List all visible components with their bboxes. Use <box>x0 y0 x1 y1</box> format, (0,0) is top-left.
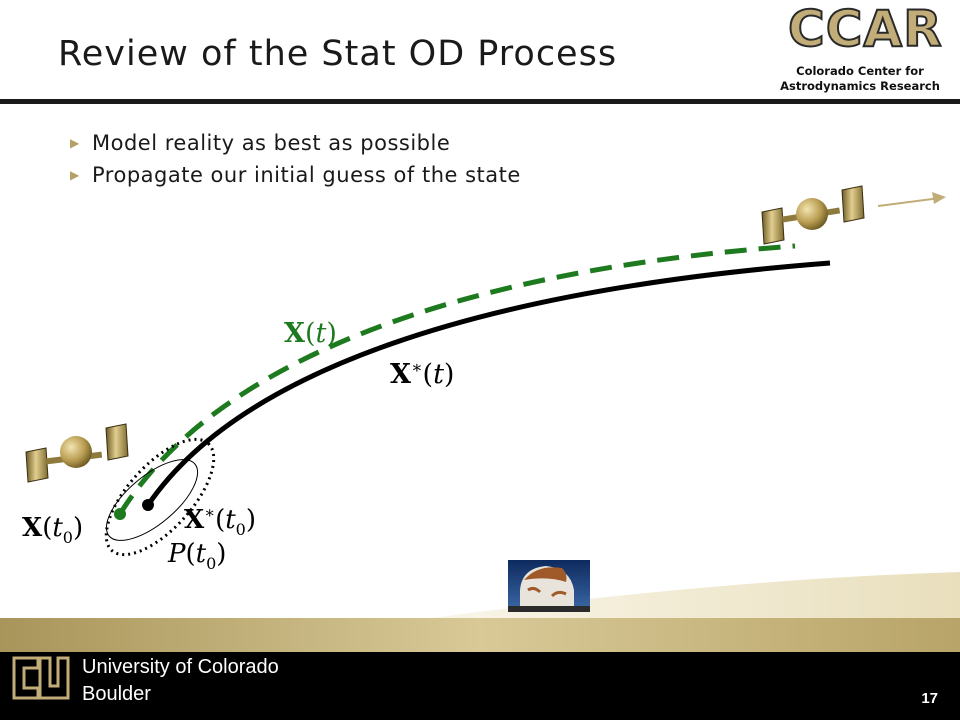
ground-swoosh <box>380 572 960 625</box>
reference-initial-point <box>142 499 154 511</box>
page-number: 17 <box>921 690 938 707</box>
true-trajectory <box>117 243 796 516</box>
bullet-text: Propagate our initial guess of the state <box>92 163 521 187</box>
university-name: University of Colorado Boulder <box>82 654 279 708</box>
label-reference-initial: X∗(t0) <box>184 503 256 539</box>
bullet-arrow-icon: ▶ <box>70 168 80 182</box>
logo-line-2: Astrodynamics Research <box>780 79 940 93</box>
label-reference-trajectory: X∗(t) <box>390 358 454 390</box>
logo-subtitle: Colorado Center for Astrodynamics Resear… <box>774 64 946 94</box>
title-underline <box>0 99 960 104</box>
university-line-2: Boulder <box>82 683 151 705</box>
bullet-text: Model reality as best as possible <box>92 131 451 155</box>
cu-logo-icon <box>12 656 70 700</box>
bullet-arrow-icon: ▶ <box>70 136 80 150</box>
slide-title: Review of the Stat OD Process <box>58 34 618 74</box>
satellite-icon <box>761 185 865 245</box>
label-covariance: P(t0) <box>167 539 226 573</box>
reference-trajectory <box>145 260 831 507</box>
footer-bar: University of Colorado Boulder 17 <box>0 652 960 720</box>
ground-station-photo <box>508 560 590 612</box>
true-initial-point <box>114 508 126 520</box>
bullet-list: ▶ Model reality as best as possible ▶ Prop… <box>70 131 521 195</box>
satellite-icon <box>25 423 129 483</box>
covariance-ellipse-outer <box>105 459 199 541</box>
bullet-item: ▶ Propagate our initial guess of the stat… <box>70 163 521 195</box>
label-true-initial: X(t0) <box>22 513 83 547</box>
covariance-ellipse-inner <box>104 437 216 557</box>
bullet-item: ▶ Model reality as best as possible <box>70 131 521 163</box>
velocity-arrow-icon <box>877 192 946 207</box>
university-line-1: University of Colorado <box>82 656 279 678</box>
ccar-logo: CCAR Colorado Center for Astrodynamics R… <box>774 0 946 106</box>
label-true-trajectory: X(t) <box>284 318 337 349</box>
footer-gold-stripe <box>0 618 960 652</box>
logo-word: CCAR <box>787 0 943 59</box>
logo-line-1: Colorado Center for <box>796 64 924 78</box>
